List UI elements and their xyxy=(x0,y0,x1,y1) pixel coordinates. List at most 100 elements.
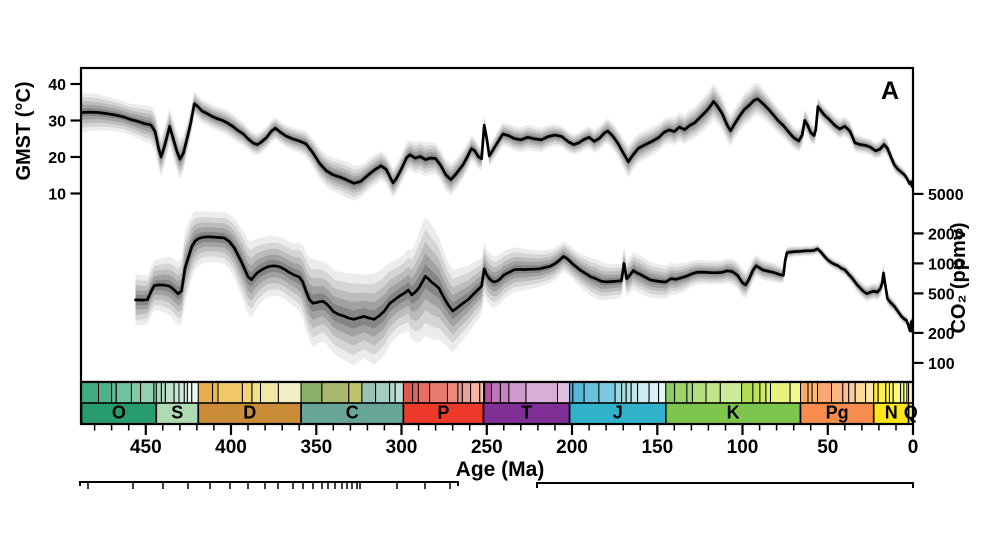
period-label-P: P xyxy=(437,403,449,423)
co2-tick-label: 200 xyxy=(928,326,955,343)
lower-left-axis-line xyxy=(79,481,459,486)
stage-cell xyxy=(81,381,99,404)
gmst-tick-label: 20 xyxy=(48,150,66,167)
stage-cell xyxy=(658,381,667,404)
stage-cell xyxy=(499,381,510,404)
period-label-N: N xyxy=(885,403,898,423)
stage-cell xyxy=(691,381,707,404)
co2-median-line xyxy=(134,235,912,333)
stage-cell xyxy=(457,381,463,404)
stage-cell xyxy=(251,381,261,404)
stage-cell xyxy=(140,381,155,404)
co2-uncertainty-band xyxy=(135,227,912,337)
geologic-timescale-bar: O S D C P T J K Pg N Q xyxy=(79,380,918,426)
stage-cell xyxy=(447,381,459,404)
lower-right-axis-line xyxy=(536,482,914,488)
period-label-D: D xyxy=(243,403,256,423)
stage-cell xyxy=(686,381,693,404)
stage-cell xyxy=(508,381,527,404)
stage-cell xyxy=(842,381,850,404)
stage-cell xyxy=(800,381,809,404)
co2-uncertainty-band xyxy=(135,222,912,346)
age-tick-label: 150 xyxy=(641,437,673,458)
co2-uncertainty-band xyxy=(135,211,912,366)
age-tick-label: 350 xyxy=(300,437,332,458)
stage-cell xyxy=(130,381,142,404)
stage-cell xyxy=(873,381,879,404)
co2-uncertainty-band xyxy=(135,217,912,355)
stage-cell xyxy=(155,381,162,404)
gmst-tick-label: 30 xyxy=(48,114,66,131)
stage-cell xyxy=(361,381,376,404)
stage-cell xyxy=(557,381,571,404)
stage-cell xyxy=(160,381,166,404)
period-label-T: T xyxy=(521,403,532,423)
period-label-Pg: Pg xyxy=(826,403,849,423)
gmst-median-line xyxy=(82,97,912,188)
stage-cell xyxy=(625,381,632,404)
stage-cell xyxy=(569,381,574,404)
stage-cell xyxy=(412,381,419,404)
stage-cell xyxy=(173,381,180,404)
age-tick-label: 0 xyxy=(908,437,919,458)
stage-cell xyxy=(614,381,623,404)
stage-cell xyxy=(417,381,431,404)
stage-cell xyxy=(621,381,627,404)
stage-cell xyxy=(877,381,887,404)
stage-cell xyxy=(765,381,772,404)
stage-cell xyxy=(111,381,117,404)
stage-cell xyxy=(888,381,894,404)
stage-cell xyxy=(741,381,754,404)
stage-cell xyxy=(115,381,133,404)
stage-cell xyxy=(461,381,472,404)
age-tick-label: 450 xyxy=(130,437,162,458)
cropped-lower-panel-axes xyxy=(79,481,914,489)
age-tick-label: 50 xyxy=(817,437,838,458)
gmst-tick-label: 40 xyxy=(48,77,66,94)
stage-cell xyxy=(854,381,867,404)
stage-cell xyxy=(705,381,721,404)
stage-cell xyxy=(348,381,363,404)
stage-cell xyxy=(759,381,767,404)
stage-cell xyxy=(389,381,396,404)
stage-cell xyxy=(217,381,243,404)
stage-cell xyxy=(300,381,323,404)
stage-cell xyxy=(648,381,660,404)
co2-tick-label: 1000 xyxy=(928,256,964,273)
stage-cell xyxy=(321,381,350,404)
stage-cell xyxy=(865,381,875,404)
period-label-O: O xyxy=(112,403,126,423)
stage-cell xyxy=(811,381,819,404)
stage-cell xyxy=(789,381,801,404)
age-axis-title: Age (Ma) xyxy=(456,458,545,481)
co2-axis-title: CO₂ (ppmv) xyxy=(948,222,970,333)
age-tick-label: 400 xyxy=(215,437,247,458)
age-tick-label: 250 xyxy=(471,437,503,458)
co2-tick-label: 100 xyxy=(928,356,955,373)
age-tick-label: 100 xyxy=(727,437,759,458)
stage-cell xyxy=(197,381,214,404)
stage-cell xyxy=(807,381,813,404)
stage-cell xyxy=(470,381,481,404)
stage-cell xyxy=(241,381,253,404)
stage-cell xyxy=(375,381,391,404)
stage-cell xyxy=(583,381,600,404)
period-label-C: C xyxy=(346,403,359,423)
stage-cell xyxy=(892,381,902,404)
gmst-tick-label: 10 xyxy=(48,187,66,204)
stage-cell xyxy=(598,381,616,404)
stage-cell xyxy=(848,381,856,404)
stage-cell xyxy=(630,381,639,404)
stage-cell xyxy=(212,381,219,404)
stage-cell xyxy=(831,381,844,404)
stage-cell xyxy=(429,381,449,404)
stage-cell xyxy=(674,381,688,404)
stage-cell xyxy=(770,381,791,404)
stage-cell xyxy=(178,381,185,404)
co2-tick-label: 5000 xyxy=(928,187,964,204)
period-label-J: J xyxy=(613,403,623,423)
co2-tick-label: 500 xyxy=(928,286,955,303)
stage-cell xyxy=(402,381,414,404)
